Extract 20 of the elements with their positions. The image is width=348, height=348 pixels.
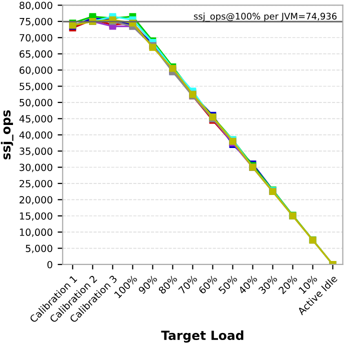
y-axis-title: ssj_ops [0, 110, 14, 160]
y-tick-label: 65,000 [20, 50, 52, 59]
y-tick-label: 60,000 [20, 66, 52, 75]
y-tick-label: 25,000 [20, 180, 52, 188]
x-axis-title: Target Load [161, 330, 244, 343]
y-tick-label: 70,000 [20, 34, 52, 42]
y-tick-label: 35,000 [20, 148, 52, 156]
y-tick-label: 50,000 [20, 98, 52, 108]
y-tick-label: 80,000 [20, 2, 52, 10]
y-tick-label: 15,000 [20, 212, 52, 221]
y-tick-label: 55,000 [20, 82, 52, 92]
y-tick-label: 75,000 [20, 18, 52, 26]
y-tick-label: 5,000 [26, 244, 52, 254]
y-tick-label: 0 [47, 260, 52, 268]
y-tick-label: 40,000 [19, 131, 52, 140]
y-tick-label: 45,000 [19, 115, 52, 124]
y-tick-label: 10,000 [20, 228, 52, 237]
ref-line-label: ssj_ops@100% per JVM=74,936 [194, 12, 337, 22]
y-tick-label: 20,000 [20, 196, 52, 204]
y-tick-label: 30,000 [20, 164, 52, 172]
